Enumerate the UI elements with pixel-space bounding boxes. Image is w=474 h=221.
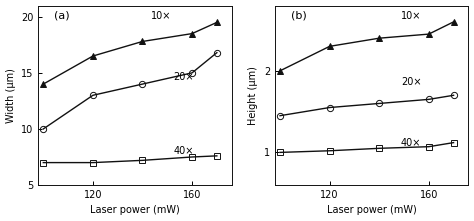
Text: (a): (a) (54, 11, 70, 21)
Text: 20×: 20× (173, 72, 194, 82)
Y-axis label: Height (μm): Height (μm) (248, 66, 258, 125)
Text: 10×: 10× (401, 11, 421, 21)
X-axis label: Laser power (mW): Laser power (mW) (90, 206, 180, 215)
Text: 40×: 40× (173, 146, 194, 156)
Text: 20×: 20× (401, 77, 421, 87)
Text: 10×: 10× (151, 11, 171, 21)
Y-axis label: Width (μm): Width (μm) (6, 68, 16, 123)
X-axis label: Laser power (mW): Laser power (mW) (327, 206, 417, 215)
Text: (b): (b) (291, 11, 306, 21)
Text: 40×: 40× (401, 138, 421, 148)
